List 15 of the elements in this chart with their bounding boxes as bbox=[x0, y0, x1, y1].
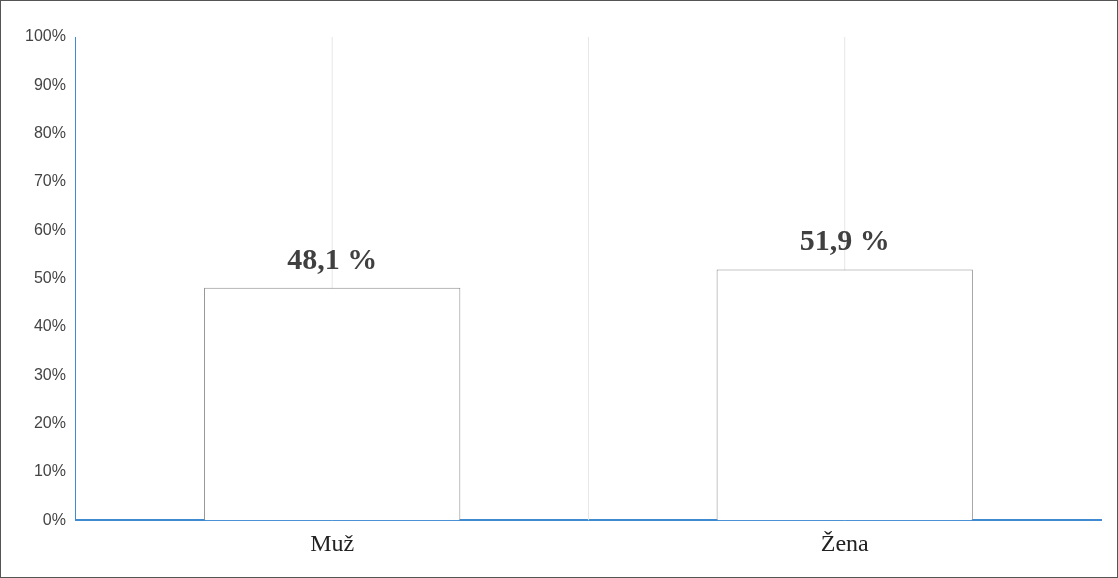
data-label: 48,1 % bbox=[287, 241, 378, 275]
y-tick-label: 100% bbox=[25, 27, 66, 45]
x-tick-label: Žena bbox=[820, 529, 870, 556]
y-tick-label: 0% bbox=[42, 510, 66, 528]
y-tick-label: 10% bbox=[33, 462, 66, 480]
y-tick-label: 20% bbox=[33, 413, 66, 431]
y-tick-label: 60% bbox=[33, 220, 66, 238]
x-tick-label: Muž bbox=[310, 529, 355, 556]
y-tick-label: 80% bbox=[33, 124, 66, 142]
y-tick-label: 30% bbox=[33, 365, 66, 383]
data-label: 51,9 % bbox=[799, 223, 890, 257]
y-tick-label: 70% bbox=[33, 172, 66, 190]
y-tick-label: 50% bbox=[33, 269, 66, 287]
y-tick-label: 40% bbox=[33, 317, 66, 335]
y-tick-label: 90% bbox=[33, 75, 66, 93]
